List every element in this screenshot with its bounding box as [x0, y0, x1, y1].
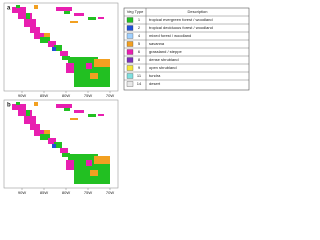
legend-code: 5	[138, 41, 141, 46]
legend-code: 9	[138, 65, 141, 70]
land-block	[40, 134, 50, 140]
land-block	[52, 144, 56, 148]
x-tick-label: 70W	[106, 93, 114, 98]
legend-description: savanna	[149, 41, 165, 46]
legend-code: 8	[138, 57, 141, 62]
x-tick-label: 90W	[18, 190, 26, 195]
x-tick-label: 80W	[62, 190, 70, 195]
land-block	[48, 138, 56, 144]
legend-code: 1	[138, 17, 141, 22]
x-tick-label: 75W	[84, 93, 92, 98]
legend-swatch	[126, 65, 134, 71]
legend-description: open shrubland	[149, 65, 177, 70]
land-block	[54, 45, 62, 51]
land-block	[86, 63, 92, 69]
legend-swatch	[126, 17, 134, 23]
land-block	[98, 114, 104, 116]
land-block	[68, 154, 98, 162]
legend-swatch	[126, 33, 134, 39]
legend-header: Veg Type	[127, 9, 144, 14]
legend-swatch	[126, 57, 134, 63]
land-block	[94, 59, 110, 67]
x-tick-label: 75W	[84, 190, 92, 195]
x-tick-label: 80W	[62, 93, 70, 98]
land-block	[70, 21, 78, 23]
legend-code: 6	[138, 49, 141, 54]
legend-swatch	[126, 41, 134, 47]
land-block	[64, 108, 70, 111]
land-block	[98, 17, 104, 19]
land-block	[74, 110, 84, 113]
legend-description: tundra	[149, 73, 161, 78]
legend-frame	[123, 7, 250, 91]
legend-code: 11	[137, 73, 142, 78]
land-block	[90, 170, 98, 176]
land-block	[34, 130, 48, 136]
land-block	[44, 130, 50, 134]
legend-code: 2	[138, 25, 141, 30]
legend-description: desert	[149, 81, 161, 86]
land-block	[68, 57, 98, 65]
legend-swatch	[126, 25, 134, 31]
land-block	[16, 5, 20, 8]
legend-code: 14	[137, 81, 142, 86]
legend-swatch	[126, 73, 134, 79]
land-block	[12, 104, 26, 110]
land-block	[56, 7, 72, 11]
legend-description: mixed forest / woodland	[149, 33, 191, 38]
land-block	[34, 5, 38, 9]
land-block	[24, 19, 36, 27]
land-block	[44, 33, 50, 37]
legend-description: tropical evergreen forest / woodland	[149, 17, 213, 22]
x-tick-label: 85W	[40, 93, 48, 98]
land-block	[100, 164, 110, 184]
land-block	[40, 37, 50, 43]
land-block	[24, 116, 36, 124]
land-block	[94, 156, 110, 164]
land-block	[18, 13, 32, 19]
x-tick-label: 85W	[40, 190, 48, 195]
legend-description: tropical deciduous forest / woodland	[149, 25, 213, 30]
legend-swatch	[126, 49, 134, 55]
land-block	[90, 73, 98, 79]
land-block	[64, 11, 70, 14]
land-block	[30, 27, 40, 33]
land-block	[70, 118, 78, 120]
x-tick-label: 90W	[18, 93, 26, 98]
land-block	[60, 148, 68, 153]
legend-description: grassland / steppe	[149, 49, 182, 54]
land-block	[52, 47, 56, 51]
land-block	[26, 110, 30, 116]
land-block	[56, 104, 72, 108]
land-block	[74, 13, 84, 16]
legend-swatch	[126, 81, 134, 87]
legend-header: Description	[187, 9, 207, 14]
land-block	[48, 41, 56, 47]
land-block	[34, 33, 48, 39]
land-block	[62, 56, 70, 60]
land-block	[88, 17, 96, 20]
legend-code: 4	[138, 33, 141, 38]
figure: a 90W 85W 80W 75W 70W b 90W 85W 80W 75W 70W Veg Type…	[3, 2, 250, 195]
land-block	[86, 160, 92, 166]
land-block	[30, 124, 40, 130]
land-block	[34, 102, 38, 106]
land-block	[12, 7, 26, 13]
land-block	[26, 13, 30, 19]
land-block	[66, 63, 74, 73]
land-block	[62, 153, 70, 157]
legend-description: dense shrubland	[149, 57, 179, 62]
land-block	[100, 67, 110, 87]
panel-label: a	[7, 6, 11, 12]
land-block	[88, 114, 96, 117]
panel-label: b	[7, 103, 11, 109]
land-block	[60, 51, 68, 56]
land-block	[16, 102, 20, 105]
x-tick-label: 70W	[106, 190, 114, 195]
land-block	[66, 160, 74, 170]
land-block	[54, 142, 62, 148]
land-block	[18, 110, 32, 116]
